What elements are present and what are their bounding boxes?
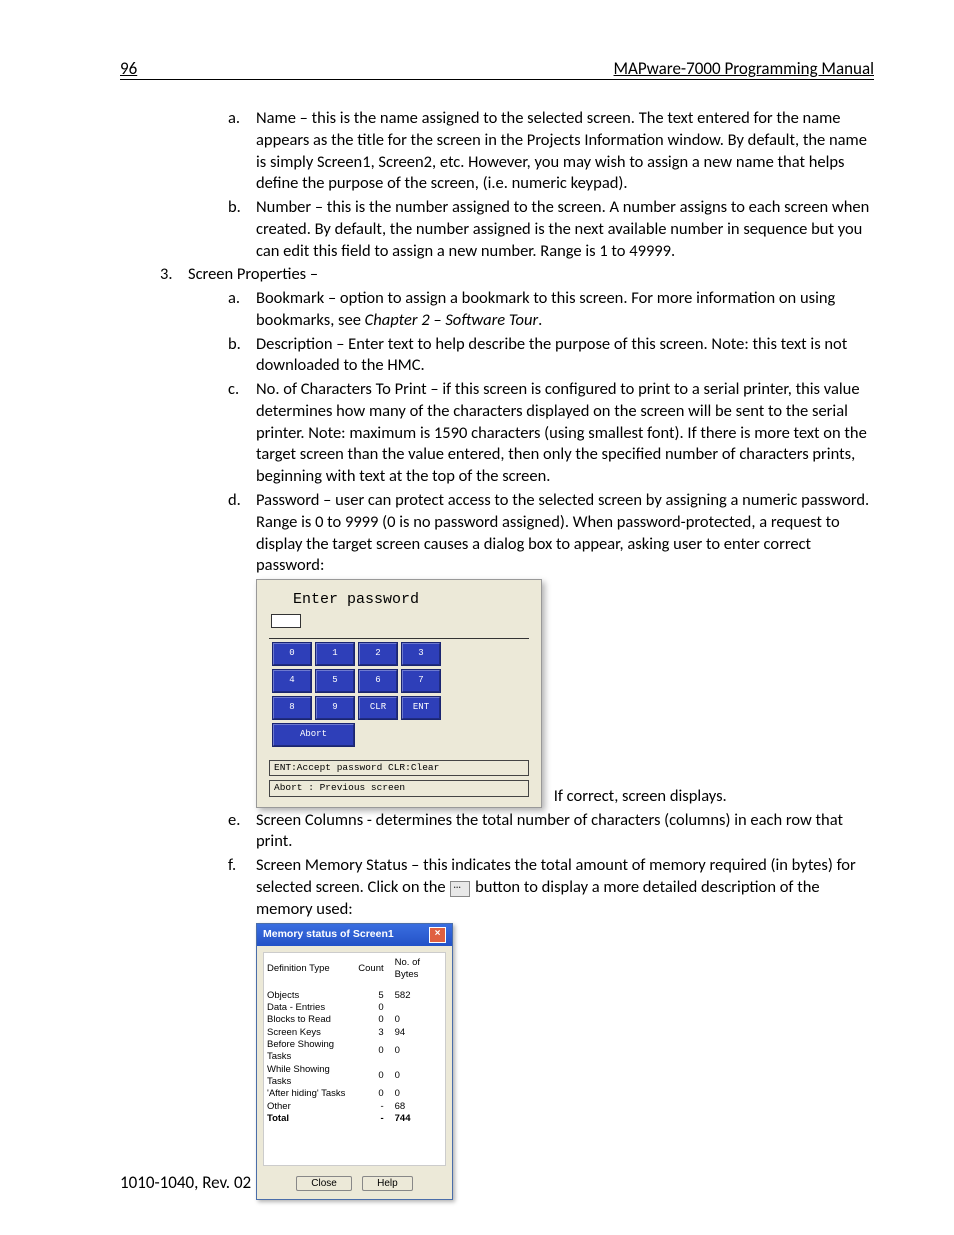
table-row: Other-68	[264, 1101, 445, 1113]
item-3a-text: Bookmark – option to assign a bookmark t…	[256, 288, 874, 332]
item-3f-text: Screen Memory Status – this indicates th…	[256, 855, 874, 920]
item-3-text: Screen Properties –	[188, 264, 318, 286]
keypad-key-8[interactable]: 8	[272, 696, 312, 720]
mem-col-count: Count	[355, 953, 391, 990]
item-3a-italic: Chapter 2 – Software Tour	[365, 310, 538, 330]
keypad-msg-1: ENT:Accept password CLR:Clear	[269, 760, 529, 777]
manual-title: MAPware-7000 Programming Manual	[614, 58, 874, 79]
keypad-key-1[interactable]: 1	[315, 642, 355, 666]
list-marker: 3.	[160, 264, 188, 288]
mem-col-definition: Definition Type	[264, 953, 355, 990]
keypad-key-ent[interactable]: ENT	[401, 696, 441, 720]
keypad-title: Enter password	[293, 590, 535, 610]
keypad-key-4[interactable]: 4	[272, 669, 312, 693]
item-b-text: Number – this is the number assigned to …	[256, 197, 874, 262]
table-row: Screen Keys394	[264, 1027, 445, 1039]
item-3c-text: No. of Characters To Print – if this scr…	[256, 379, 874, 488]
list-marker: e.	[228, 810, 256, 856]
keypad-key-5[interactable]: 5	[315, 669, 355, 693]
keypad-key-9[interactable]: 9	[315, 696, 355, 720]
memory-table: Definition Type Count No. of Bytes Objec…	[264, 953, 445, 1166]
keypad-key-6[interactable]: 6	[358, 669, 398, 693]
table-row: Objects5582	[264, 990, 445, 1002]
list-marker: b.	[228, 197, 256, 264]
table-row: Blocks to Read00	[264, 1014, 445, 1026]
table-row: 'After hiding' Tasks00	[264, 1088, 445, 1100]
memory-dialog-title: Memory status of Screen1	[263, 928, 394, 942]
list-marker: d.	[228, 490, 256, 579]
keypad-key-2[interactable]: 2	[358, 642, 398, 666]
expand-icon[interactable]	[450, 881, 470, 897]
list-marker: f.	[228, 855, 256, 922]
mem-col-bytes: No. of Bytes	[392, 953, 445, 990]
keypad-msg-2: Abort : Previous screen	[269, 780, 529, 797]
list-marker: b.	[228, 334, 256, 380]
item-a-text: Name – this is the name assigned to the …	[256, 108, 874, 195]
page-number: 96	[120, 58, 137, 79]
list-marker: a.	[228, 288, 256, 334]
list-marker: a.	[228, 108, 256, 197]
header-rule	[120, 79, 874, 80]
keypad-key-7[interactable]: 7	[401, 669, 441, 693]
keypad-key-clr[interactable]: CLR	[358, 696, 398, 720]
footer-revision: 1010-1040, Rev. 02	[120, 1172, 251, 1193]
list-marker: c.	[228, 379, 256, 490]
close-icon[interactable]: ×	[429, 927, 446, 943]
table-row: Data - Entries0	[264, 1002, 445, 1014]
close-button[interactable]: Close	[296, 1176, 352, 1191]
item-3a-post: .	[538, 310, 542, 330]
keypad-input[interactable]	[271, 614, 301, 628]
item-3a-pre: Bookmark – option to assign a bookmark t…	[256, 288, 835, 330]
keypad-key-0[interactable]: 0	[272, 642, 312, 666]
memory-status-dialog: Memory status of Screen1 × Definition Ty…	[256, 923, 453, 1201]
keypad-grid: 0 1 2 3 4 5 6 7 8 9	[269, 639, 444, 750]
keypad-key-abort[interactable]: Abort	[272, 723, 355, 747]
item-3d-after: If correct, screen displays.	[550, 786, 727, 806]
item-3e-text: Screen Columns - determines the total nu…	[256, 810, 874, 854]
item-3d-text: Password – user can protect access to th…	[256, 490, 874, 577]
password-keypad-dialog: Enter password 0 1 2 3 4	[256, 579, 542, 808]
table-row: While Showing Tasks00	[264, 1064, 445, 1089]
keypad-key-3[interactable]: 3	[401, 642, 441, 666]
item-3b-text: Description – Enter text to help describ…	[256, 334, 874, 378]
table-row: Before Showing Tasks00	[264, 1039, 445, 1064]
help-button[interactable]: Help	[362, 1176, 413, 1191]
table-row-total: Total-744	[264, 1113, 445, 1125]
